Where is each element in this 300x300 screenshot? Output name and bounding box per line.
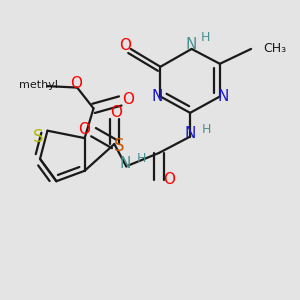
Text: O: O — [110, 105, 122, 120]
Text: CH₃: CH₃ — [263, 42, 286, 56]
Text: H: H — [200, 31, 210, 44]
Text: O: O — [122, 92, 134, 107]
Text: H: H — [136, 152, 146, 165]
Text: N: N — [152, 89, 163, 104]
Text: S: S — [33, 128, 44, 146]
Text: methyl: methyl — [19, 80, 58, 90]
Text: N: N — [119, 156, 130, 171]
Text: N: N — [186, 37, 197, 52]
Text: O: O — [119, 38, 131, 53]
Text: N: N — [217, 89, 229, 104]
Text: O: O — [163, 172, 175, 187]
Text: O: O — [70, 76, 82, 91]
Text: O: O — [79, 122, 91, 137]
Text: N: N — [184, 126, 196, 141]
Text: H: H — [202, 123, 211, 136]
Text: S: S — [113, 136, 124, 154]
